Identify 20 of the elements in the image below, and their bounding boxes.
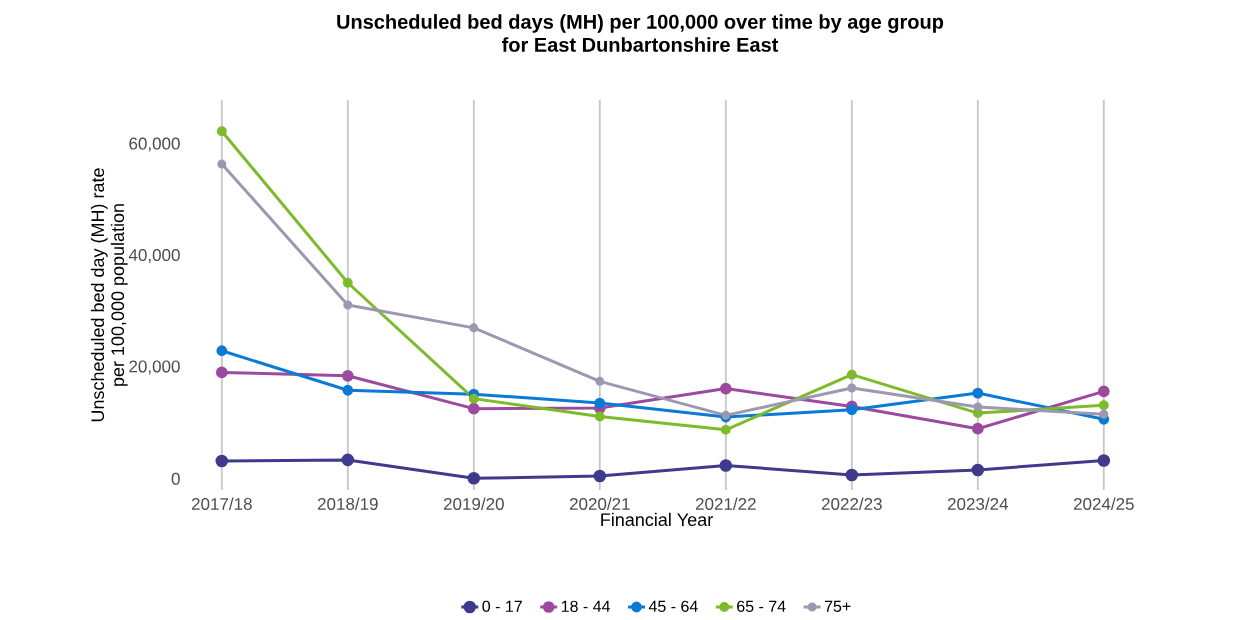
x-tick-label: 2019/20 [443, 497, 504, 511]
y-tick-label: 0 [171, 472, 180, 485]
legend-label: 75+ [824, 600, 851, 612]
x-tick-label: 2023/24 [947, 497, 1009, 511]
chart-title: Unscheduled bed days (MH) per 100,000 over time by age group for East Dunbartonshire East [337, 14, 944, 52]
x-tick-label: 2017/18 [191, 497, 252, 511]
x-axis-title: Financial Year [601, 512, 713, 527]
x-tick-label: 2024/25 [1073, 497, 1134, 511]
y-tick-label: 20,000 [129, 360, 180, 375]
x-tick-label: 2022/23 [821, 497, 882, 511]
x-tick-label: 2018/19 [317, 497, 378, 511]
legend-label: 45 - 64 [648, 600, 698, 612]
x-tick-label: 2020/21 [569, 497, 630, 511]
legend-label: 18 - 44 [561, 600, 611, 612]
y-tick-label: 60,000 [129, 137, 180, 152]
y-axis-title: Unscheduled bed day (MH) rate per 100,000 population [90, 168, 128, 422]
x-tick-label: 2021/22 [695, 497, 756, 511]
legend-label: 65 - 74 [737, 600, 786, 612]
y-tick-label: 40,000 [128, 248, 180, 264]
legend-label: 0 - 17 [482, 600, 522, 612]
